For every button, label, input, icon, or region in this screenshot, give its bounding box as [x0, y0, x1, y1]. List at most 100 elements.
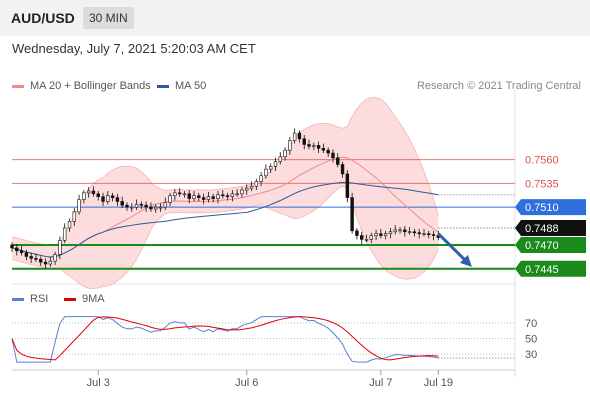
candle-body-78: [383, 233, 388, 236]
candle-body-45: [225, 195, 230, 198]
candle-body-59: [292, 132, 297, 141]
rsi-swatch: [12, 297, 24, 301]
legend-ma20: MA 20 + Bollinger Bands: [12, 80, 151, 92]
candle-body-41: [206, 196, 211, 200]
candle-body-65: [321, 147, 326, 151]
candle-body-74: [364, 239, 369, 241]
candle-body-12: [67, 221, 72, 229]
x-tick-label-1: Jul 6: [235, 377, 258, 389]
rsi-level-label-0: 70: [525, 318, 537, 330]
level-label-2: 0.7510: [525, 202, 559, 214]
candle-body-26: [134, 203, 139, 208]
candle-body-42: [211, 196, 215, 199]
symbol-title: AUD/USD: [11, 10, 75, 26]
candle-body-27: [139, 203, 144, 206]
candle-body-14: [77, 199, 81, 213]
candle-body-63: [312, 145, 316, 147]
candle-body-40: [201, 197, 206, 200]
x-tick-label-2: Jul 7: [369, 377, 392, 389]
candle-body-4: [29, 256, 33, 259]
rsi-line: [11, 316, 439, 363]
candle-body-15: [82, 192, 86, 200]
last-price-tag: [515, 219, 586, 236]
candle-body-67: [331, 152, 335, 159]
candle-body-24: [125, 204, 129, 208]
timeframe-button[interactable]: 30 MIN: [83, 7, 134, 29]
candle-body-64: [316, 145, 321, 149]
candle-body-69: [340, 164, 345, 175]
candle-body-80: [393, 229, 397, 233]
bollinger-band: [12, 97, 439, 289]
bollinger-lower: [11, 185, 439, 289]
candle-body-9: [53, 254, 57, 262]
candle-body-19: [101, 196, 105, 202]
ma50-label: MA 50: [175, 80, 207, 92]
candle-body-86: [422, 233, 426, 235]
candle-body-13: [72, 211, 76, 222]
candle-body-18: [96, 193, 100, 197]
forecast-arrow-shaft: [437, 232, 468, 263]
legend-rsi: RSI: [12, 293, 48, 305]
candle-body-22: [115, 197, 120, 202]
candle-body-33: [168, 195, 172, 203]
candle-body-29: [149, 206, 153, 210]
level-tag-4: [515, 260, 586, 277]
candle-body-0: [10, 244, 14, 249]
candle-body-44: [221, 194, 225, 197]
candle-body-60: [297, 132, 302, 140]
forecast-arrow-head: [459, 254, 472, 267]
ma50-line: [11, 181, 439, 258]
header-bar: AUD/USD 30 MIN: [0, 0, 590, 36]
candle-body-28: [144, 204, 148, 208]
candle-body-79: [388, 231, 393, 234]
level-label-1: 0.7535: [525, 178, 559, 190]
candle-body-85: [417, 232, 421, 235]
candle-body-49: [245, 187, 249, 191]
ma20-label: MA 20 + Bollinger Bands: [30, 80, 151, 92]
rsi-level-label-1: 50: [525, 334, 537, 346]
candle-body-8: [48, 260, 53, 265]
candle-body-84: [412, 231, 417, 234]
candle-body-20: [106, 195, 110, 202]
candle-body-46: [230, 193, 235, 197]
candle-body-56: [278, 156, 282, 162]
candle-body-54: [268, 166, 273, 170]
x-tick-label-0: Jul 3: [87, 377, 110, 389]
chart-datetime: Wednesday, July 7, 2021 5:20:03 AM CET: [12, 41, 256, 56]
candle-body-32: [163, 202, 167, 208]
candle-body-35: [177, 192, 182, 195]
level-label-3: 0.7470: [525, 240, 559, 252]
candle-body-70: [345, 173, 350, 198]
candle-body-81: [398, 229, 402, 232]
candle-body-68: [336, 157, 340, 165]
candle-body-71: [350, 197, 354, 232]
candle-body-6: [39, 258, 43, 263]
candle-body-43: [216, 194, 220, 199]
candle-body-62: [307, 144, 311, 147]
ma9-swatch: [64, 297, 76, 301]
candle-body-38: [192, 195, 196, 199]
candle-body-17: [91, 190, 96, 195]
level-tag-2: [515, 199, 586, 216]
candle-body-50: [249, 185, 254, 189]
candle-body-1: [15, 247, 19, 252]
rsi-ma9-line: [11, 316, 439, 361]
candle-body-48: [240, 189, 244, 195]
candle-body-66: [326, 149, 330, 154]
candle-body-75: [369, 235, 373, 240]
candle-body-5: [34, 258, 38, 260]
ma20-swatch: [12, 84, 24, 88]
candle-body-21: [110, 195, 115, 198]
candle-body-2: [19, 250, 24, 253]
candle-body-25: [130, 206, 134, 209]
candle-body-83: [407, 231, 412, 234]
candle-body-88: [431, 234, 436, 236]
level-tag-3: [515, 237, 586, 254]
candle-body-87: [427, 233, 431, 235]
candle-body-61: [302, 138, 306, 145]
candle-body-7: [43, 261, 48, 265]
candle-body-77: [379, 233, 383, 236]
level-label-0: 0.7560: [525, 155, 559, 167]
last-price-label: 0.7488: [525, 223, 559, 235]
